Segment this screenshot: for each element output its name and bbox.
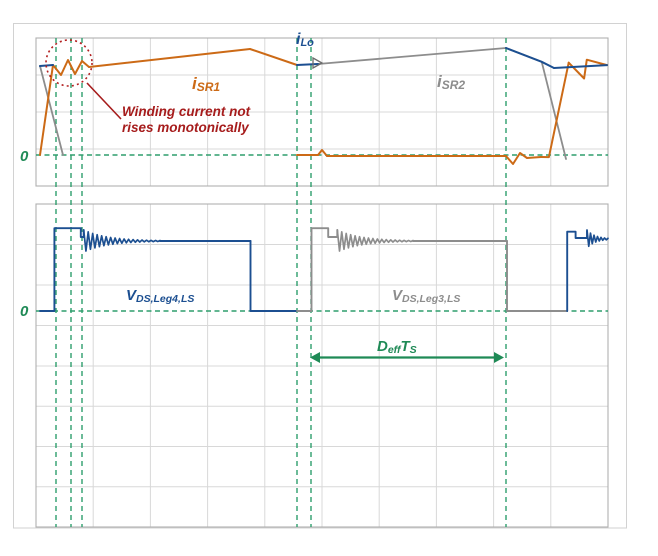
svg-text:0: 0	[20, 148, 29, 165]
svg-text:Winding current not: Winding current not	[122, 104, 251, 119]
svg-text:rises monotonically: rises monotonically	[122, 120, 250, 135]
svg-text:0: 0	[20, 303, 29, 320]
